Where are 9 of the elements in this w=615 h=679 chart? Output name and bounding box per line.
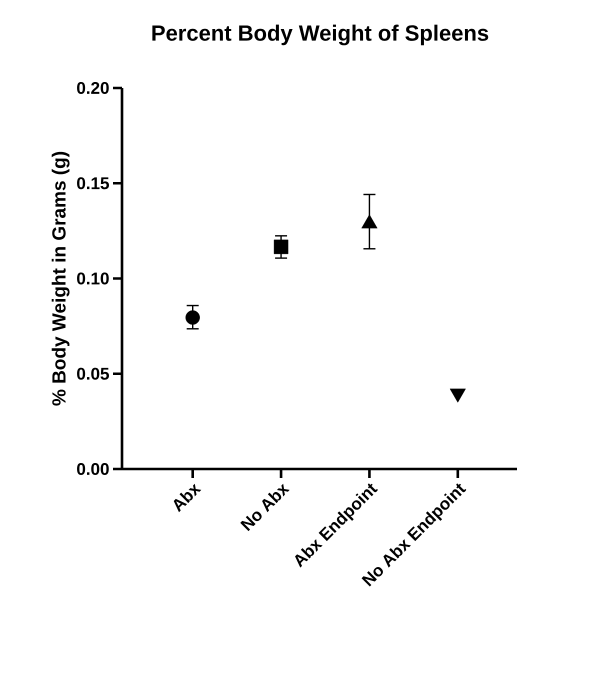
y-tick-label: 0.00 — [77, 462, 109, 476]
chart-title: Percent Body Weight of Spleens — [152, 24, 488, 46]
y-axis-title: % Body Weight in Grams (g) — [52, 152, 70, 406]
y-tick-label: 0.20 — [77, 82, 109, 94]
y-tick-label: 0.05 — [77, 368, 109, 380]
x-tick-label: Abx — [174, 484, 202, 512]
y-tick-label: 0.10 — [77, 272, 109, 285]
x-tick-label: No Abx — [240, 484, 290, 532]
y-tick-label: 0.15 — [77, 177, 109, 190]
